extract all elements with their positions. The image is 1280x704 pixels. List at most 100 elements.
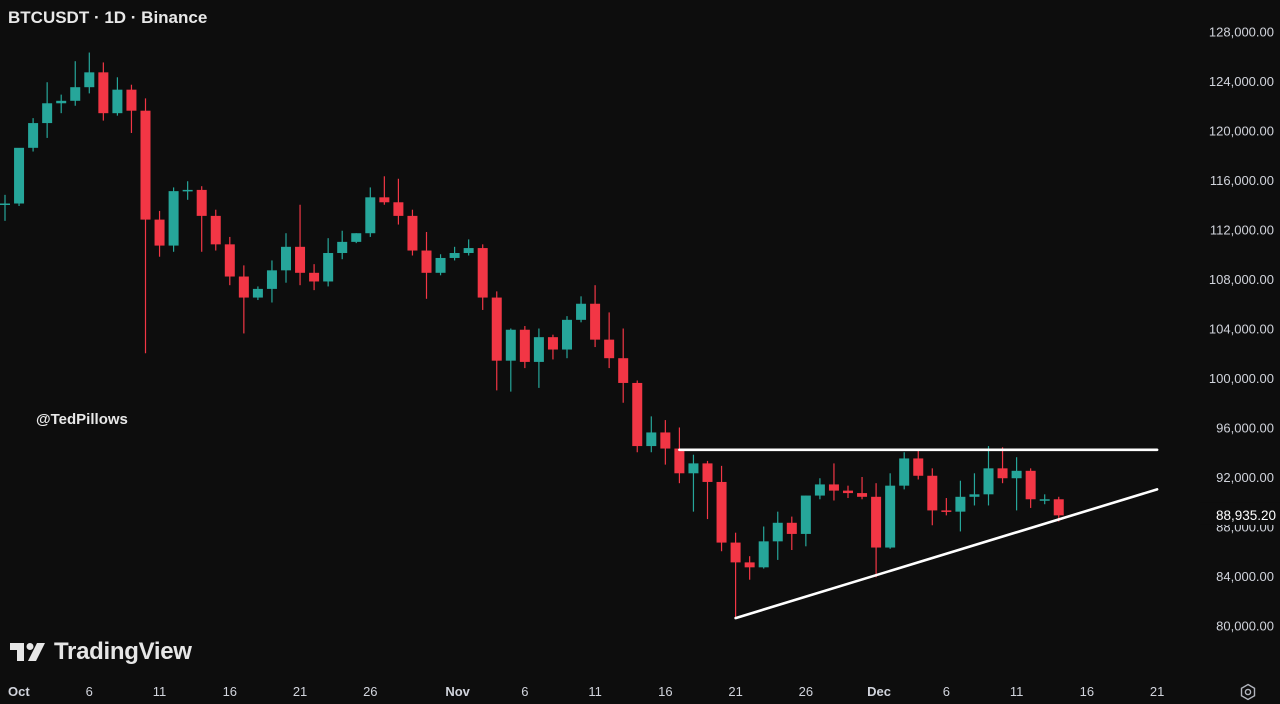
- candle: [407, 209, 418, 256]
- time-tick-label: Dec: [867, 684, 891, 699]
- candle-body: [98, 72, 109, 114]
- candle-body: [112, 89, 123, 114]
- price-tick-label: 116,000.00: [1210, 173, 1274, 188]
- candle: [351, 233, 362, 244]
- candle-body: [857, 493, 868, 497]
- candle-body: [688, 463, 699, 474]
- candle-body: [42, 103, 53, 124]
- candle-body: [716, 481, 727, 543]
- candle: [547, 334, 558, 360]
- candle: [337, 230, 348, 260]
- candle-body: [210, 215, 221, 245]
- candle: [210, 209, 221, 251]
- candle-body: [477, 248, 488, 298]
- candle: [758, 526, 769, 569]
- candle: [56, 94, 67, 114]
- candle-body: [562, 319, 572, 350]
- trendlines-layer: [678, 448, 1159, 620]
- time-tick-label: 6: [86, 684, 93, 699]
- candle: [604, 312, 615, 369]
- candle-body: [28, 123, 39, 148]
- candle-body: [252, 288, 263, 298]
- candle-body: [590, 303, 601, 340]
- trendline-support[interactable]: [734, 488, 1159, 620]
- candle-body: [674, 448, 685, 474]
- candle-body: [266, 270, 277, 289]
- candle: [281, 233, 291, 283]
- price-tick-label: 112,000.00: [1210, 223, 1274, 238]
- candle-body: [365, 197, 376, 234]
- tradingview-logo[interactable]: TradingView: [10, 638, 192, 666]
- candle-body: [604, 339, 615, 359]
- candle: [224, 236, 235, 286]
- candle: [576, 296, 587, 323]
- price-axis[interactable]: 128,000.00 124,000.00 120,000.00 116,000.00…: [1209, 25, 1274, 634]
- candle: [969, 473, 980, 506]
- candle: [786, 516, 797, 551]
- candle-body: [885, 485, 896, 548]
- time-tick-label: 26: [363, 684, 377, 699]
- candle-body: [14, 147, 25, 204]
- candle-body: [323, 253, 334, 282]
- candle: [295, 204, 306, 286]
- tradingview-logo-icon: [10, 643, 45, 661]
- price-tick-label: 96,000.00: [1216, 421, 1274, 436]
- candle-body: [351, 233, 362, 242]
- price-tick-label: 84,000.00: [1216, 569, 1274, 584]
- candle-body: [449, 253, 460, 258]
- price-tick-label: 80,000.00: [1216, 619, 1274, 634]
- symbol-header[interactable]: BTCUSDT · 1D · Binance: [8, 8, 208, 27]
- candle-body: [182, 189, 193, 192]
- candle-body: [281, 246, 291, 271]
- candle: [323, 238, 334, 287]
- candle: [519, 326, 530, 369]
- candle: [843, 485, 853, 499]
- candle: [716, 465, 727, 552]
- candle-body: [941, 510, 952, 512]
- candle-body: [224, 244, 235, 277]
- candle: [463, 239, 474, 256]
- candle-body: [1011, 470, 1022, 479]
- candle: [1039, 494, 1050, 505]
- candle: [814, 478, 825, 500]
- candle: [744, 556, 755, 580]
- candle-body: [309, 272, 320, 282]
- candle: [997, 447, 1008, 484]
- last-price-marker: 88,935.20: [1200, 502, 1280, 525]
- time-tick-label: Oct: [8, 684, 30, 699]
- candle: [28, 118, 39, 152]
- candle: [168, 187, 179, 252]
- candle-body: [84, 72, 95, 88]
- candle: [1053, 496, 1064, 522]
- gear-icon[interactable]: [1238, 682, 1258, 702]
- candle: [309, 264, 320, 291]
- candle-body: [618, 358, 629, 383]
- time-tick-label: 6: [521, 684, 528, 699]
- candle-body: [491, 297, 502, 361]
- candle: [112, 77, 123, 116]
- candle: [632, 380, 643, 453]
- candle: [674, 427, 685, 484]
- time-tick-label: 11: [153, 684, 167, 699]
- candle: [885, 473, 896, 549]
- candle: [927, 468, 938, 526]
- candle-body: [899, 458, 910, 486]
- candle: [772, 511, 783, 560]
- time-tick-label: 16: [658, 684, 672, 699]
- candle-body: [955, 496, 966, 512]
- candle: [800, 495, 811, 547]
- candle-body: [70, 87, 81, 101]
- candle-body: [843, 490, 853, 494]
- candle-body: [576, 303, 587, 320]
- time-axis[interactable]: Oct 6 11 16 21 26 Nov 6 11 16 21 26 Dec 6 11 16 21: [8, 684, 1164, 699]
- candle: [70, 61, 81, 106]
- candle: [84, 52, 95, 94]
- candle-body: [814, 484, 825, 496]
- author-handle: @TedPillows: [36, 411, 128, 428]
- candle: [98, 62, 109, 121]
- candle-body: [786, 522, 797, 534]
- candle: [491, 291, 502, 391]
- candle: [379, 176, 390, 205]
- candle-body: [1053, 499, 1064, 516]
